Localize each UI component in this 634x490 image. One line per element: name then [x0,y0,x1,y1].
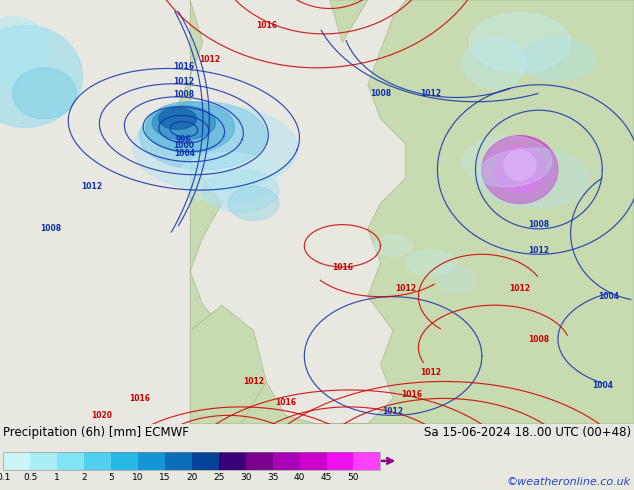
Text: 1020: 1020 [91,411,112,420]
Text: 25: 25 [213,473,224,482]
Text: ©weatheronline.co.uk: ©weatheronline.co.uk [507,477,631,487]
Text: 1016: 1016 [275,398,296,407]
Text: 50: 50 [347,473,359,482]
Bar [354,452,380,470]
Text: 1016: 1016 [256,21,277,30]
Bar [327,452,354,470]
Bar [3,452,380,470]
Text: 1012: 1012 [420,89,442,98]
Text: 1016: 1016 [173,62,195,71]
Polygon shape [463,136,552,187]
Polygon shape [482,136,558,203]
Text: 1012: 1012 [382,407,404,416]
Bar [30,452,57,470]
Polygon shape [152,106,216,140]
Bar [299,452,327,470]
Text: 1008: 1008 [528,220,550,229]
Polygon shape [374,235,412,256]
Bar [111,452,138,470]
Polygon shape [133,106,298,191]
Text: 1012: 1012 [420,368,442,377]
Bar [3,452,30,470]
Text: 1016: 1016 [401,390,423,399]
Text: 30: 30 [240,473,252,482]
Text: 1000: 1000 [173,141,195,150]
Text: 1016: 1016 [332,263,353,271]
Polygon shape [139,102,266,170]
Text: 1012: 1012 [81,182,103,191]
Polygon shape [330,0,368,43]
Text: 1012: 1012 [528,245,550,255]
Text: 0.1: 0.1 [0,473,10,482]
Polygon shape [190,305,266,424]
Polygon shape [520,38,596,80]
Polygon shape [146,102,235,152]
Text: 1008: 1008 [370,89,391,98]
Bar [219,452,245,470]
Polygon shape [203,170,279,212]
Text: 45: 45 [321,473,332,482]
Text: 0.5: 0.5 [23,473,37,482]
Polygon shape [406,250,456,275]
Text: 40: 40 [294,473,305,482]
Bar [138,452,165,470]
Text: 1012: 1012 [173,77,195,86]
Polygon shape [178,152,279,203]
Text: 1008: 1008 [40,224,61,233]
Text: 1012: 1012 [395,284,417,293]
Text: 1008: 1008 [528,335,550,343]
Bar [245,452,273,470]
Text: 35: 35 [267,473,278,482]
Text: 996: 996 [176,135,191,145]
Bar [84,452,111,470]
Polygon shape [437,267,476,293]
Text: 1004: 1004 [174,149,196,158]
Polygon shape [178,0,634,424]
Bar [165,452,191,470]
Polygon shape [158,108,197,129]
Text: 1012: 1012 [198,55,220,64]
Polygon shape [0,25,82,127]
Text: 1008: 1008 [173,90,195,99]
Text: 1012: 1012 [243,377,264,386]
Text: 10: 10 [132,473,144,482]
Polygon shape [228,187,279,220]
Polygon shape [476,148,590,208]
Polygon shape [0,17,51,85]
Text: Sa 15-06-2024 18..00 UTC (00+48): Sa 15-06-2024 18..00 UTC (00+48) [424,426,631,439]
Text: 5: 5 [108,473,114,482]
Bar [273,452,299,470]
Bar [57,452,84,470]
Bar [191,452,219,470]
Text: 1004: 1004 [598,292,619,301]
Polygon shape [504,150,536,180]
Text: 1012: 1012 [509,284,531,293]
Polygon shape [13,68,76,119]
Polygon shape [463,38,526,89]
Text: 15: 15 [159,473,171,482]
Polygon shape [469,13,571,72]
Text: Precipitation (6h) [mm] ECMWF: Precipitation (6h) [mm] ECMWF [3,426,189,439]
Text: 20: 20 [186,473,197,482]
Text: 1: 1 [54,473,60,482]
Text: 2: 2 [81,473,87,482]
Text: 1016: 1016 [129,394,150,403]
Text: 1004: 1004 [592,381,613,390]
Polygon shape [495,146,545,193]
